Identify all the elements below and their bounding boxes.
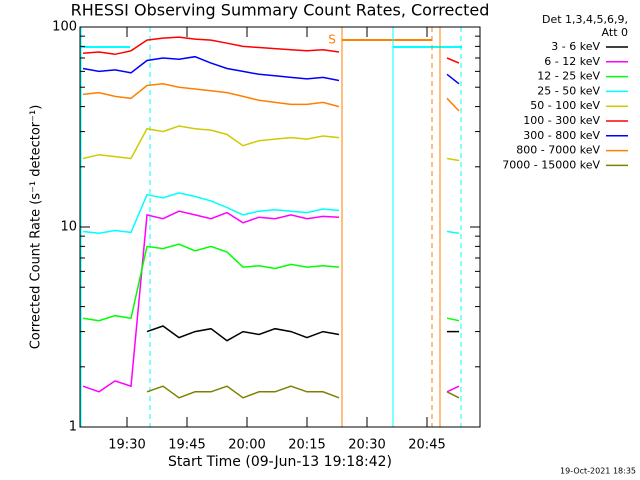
x-tick-label: 20:45 xyxy=(408,438,445,453)
series-line xyxy=(446,230,460,235)
series-line xyxy=(446,385,460,393)
series-line xyxy=(446,317,460,322)
legend-label: 12 - 25 keV xyxy=(537,70,600,83)
chart-title: RHESSI Observing Summary Count Rates, Co… xyxy=(71,1,490,20)
series-line xyxy=(82,192,340,235)
series-line xyxy=(146,385,340,399)
x-tick-label: 20:00 xyxy=(228,438,265,453)
series-line xyxy=(446,73,460,85)
series-line xyxy=(82,125,340,160)
x-tick-label: 20:15 xyxy=(288,438,325,453)
series-line xyxy=(82,83,340,108)
legend-label: 100 - 300 keV xyxy=(523,114,600,127)
annotation: S xyxy=(328,33,336,47)
legend-title: Det 1,3,4,5,6,9, xyxy=(542,13,628,26)
footer: 19-Oct-2021 18:35 xyxy=(560,467,636,476)
y-tick-label: 100 xyxy=(52,20,77,35)
series-line xyxy=(146,325,340,342)
series-line xyxy=(446,57,460,64)
y-axis-label: Corrected Count Rate (s⁻¹ detector⁻¹) xyxy=(29,105,44,350)
series-line xyxy=(446,97,460,112)
event-markers xyxy=(80,27,462,427)
legend-label: 7000 - 15000 keV xyxy=(502,158,600,171)
x-tick-label: 19:45 xyxy=(168,438,205,453)
series-line xyxy=(82,36,340,56)
legend-label: 3 - 6 keV xyxy=(551,40,600,53)
legend-label: 25 - 50 keV xyxy=(537,84,600,97)
x-axis-label: Start Time (09-Jun-13 19:18:42) xyxy=(168,454,392,470)
series-line xyxy=(82,210,340,393)
series-line xyxy=(446,391,460,399)
legend-label: 800 - 7000 keV xyxy=(516,144,600,157)
x-tick-label: 20:30 xyxy=(348,438,385,453)
y-tick-label: 1 xyxy=(69,420,77,435)
series-line xyxy=(82,243,340,322)
x-tick-label: 19:30 xyxy=(108,438,145,453)
legend-title: Att 0 xyxy=(602,26,628,39)
legend-label: 6 - 12 keV xyxy=(544,55,600,68)
series-line xyxy=(82,55,340,82)
legend-label: 300 - 800 keV xyxy=(523,129,600,142)
series-line xyxy=(446,157,460,162)
y-tick-label: 10 xyxy=(60,220,77,235)
legend-label: 50 - 100 keV xyxy=(530,99,600,112)
